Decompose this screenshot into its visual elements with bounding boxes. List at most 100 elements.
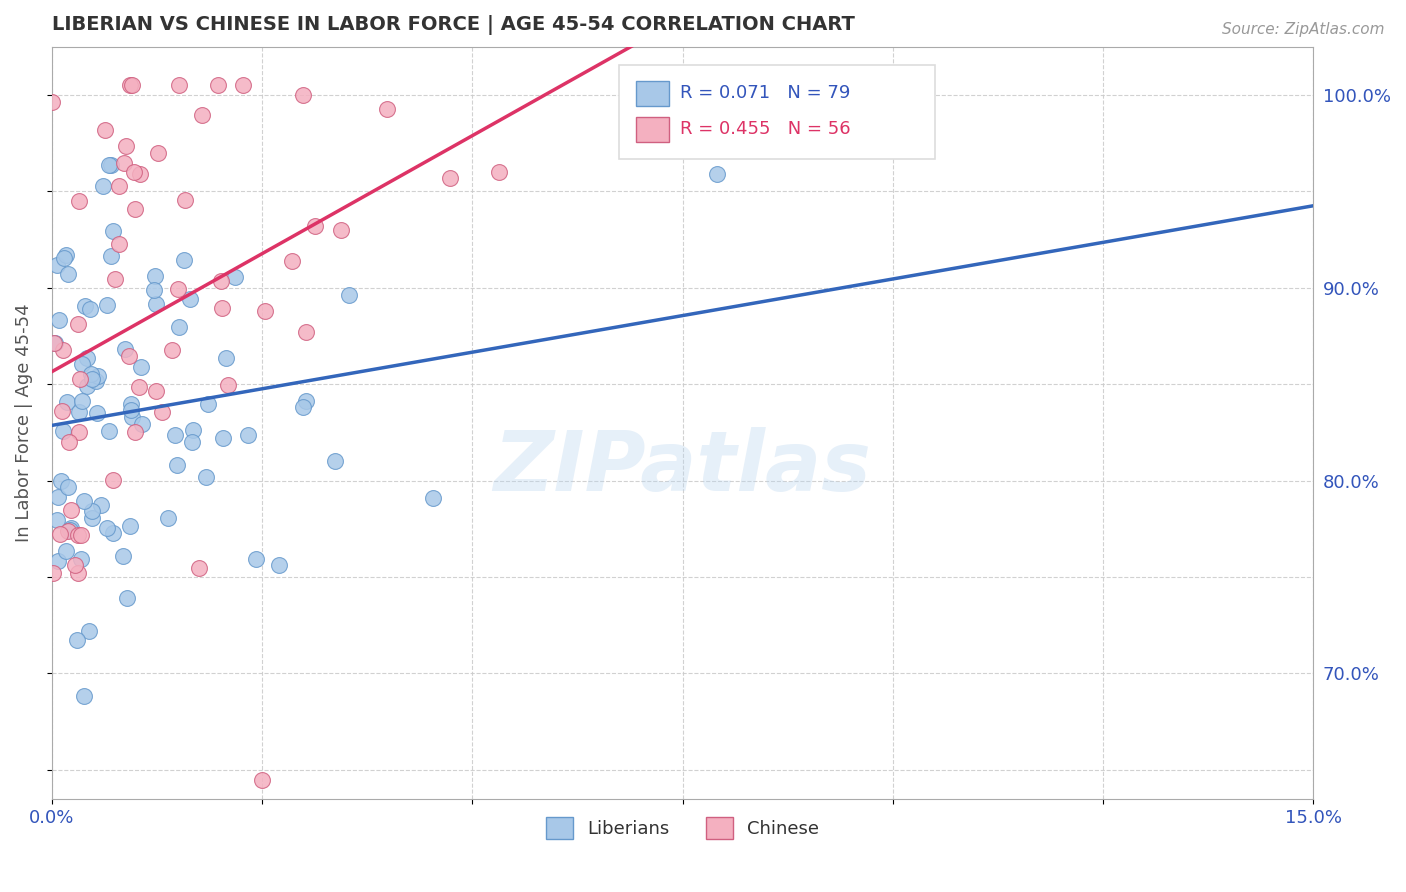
Point [76, 379, 98, 393]
Point [69, 372, 91, 386]
FancyBboxPatch shape [636, 118, 669, 142]
Point [56, 395, 79, 409]
Point [69, 405, 91, 419]
Point [82, 372, 104, 386]
Point [232, 78, 254, 93]
Point [122, 165, 145, 179]
Point [165, 427, 187, 442]
FancyBboxPatch shape [620, 65, 935, 160]
Point [63, 558, 86, 573]
Point [49, 474, 72, 488]
Text: R = 0.071   N = 79: R = 0.071 N = 79 [681, 85, 851, 103]
Point [87, 369, 110, 384]
Point [195, 469, 218, 483]
Point [48, 553, 70, 567]
Point [294, 394, 316, 409]
Point [55, 544, 77, 558]
Point [58, 435, 80, 450]
Point [224, 269, 246, 284]
Point [120, 518, 142, 533]
Point [84, 375, 107, 389]
Point [187, 561, 209, 575]
Point [112, 549, 135, 564]
Point [120, 402, 142, 417]
Point [66, 528, 89, 542]
Point [706, 168, 728, 182]
Point [118, 78, 141, 93]
Point [181, 435, 204, 450]
Point [45, 513, 67, 527]
Point [42, 335, 65, 350]
Point [96, 298, 118, 312]
Point [167, 282, 190, 296]
Point [97, 425, 120, 439]
Point [90, 498, 112, 512]
Point [49, 527, 72, 541]
Point [73, 689, 96, 703]
Point [250, 772, 273, 787]
Point [48, 313, 70, 327]
Point [330, 223, 353, 237]
Point [217, 378, 239, 392]
Point [100, 249, 122, 263]
Point [156, 511, 179, 525]
Point [294, 326, 316, 340]
Point [120, 397, 142, 411]
Point [100, 158, 122, 172]
Point [41, 566, 63, 581]
Point [79, 301, 101, 316]
Point [115, 139, 138, 153]
Point [160, 343, 183, 358]
Point [143, 284, 166, 298]
Point [79, 368, 101, 382]
Point [323, 454, 346, 468]
Point [56, 267, 79, 281]
Point [439, 171, 461, 186]
Point [167, 78, 190, 93]
Point [131, 417, 153, 432]
Point [77, 624, 100, 639]
Point [173, 252, 195, 267]
Point [422, 491, 444, 505]
Point [59, 503, 82, 517]
Point [337, 288, 360, 302]
Point [66, 566, 89, 581]
Point [292, 88, 315, 103]
Point [73, 493, 96, 508]
Point [304, 219, 326, 234]
Point [93, 179, 115, 194]
Point [58, 524, 80, 538]
Point [238, 428, 260, 442]
Point [101, 473, 124, 487]
Point [191, 108, 214, 122]
Point [167, 320, 190, 334]
Point [45, 259, 67, 273]
Point [124, 425, 146, 439]
Point [197, 397, 219, 411]
Point [145, 297, 167, 311]
Point [207, 78, 229, 93]
Point [41, 95, 63, 109]
Point [93, 123, 115, 137]
Point [101, 224, 124, 238]
Point [211, 301, 233, 315]
Point [253, 303, 276, 318]
Point [66, 317, 89, 331]
Point [69, 527, 91, 541]
Point [52, 343, 75, 358]
Point [73, 299, 96, 313]
Text: LIBERIAN VS CHINESE IN LABOR FORCE | AGE 45-54 CORRELATION CHART: LIBERIAN VS CHINESE IN LABOR FORCE | AGE… [52, 15, 855, 35]
Text: ZIPatlas: ZIPatlas [494, 427, 872, 508]
Point [145, 384, 167, 398]
Point [104, 272, 127, 286]
Point [60, 520, 83, 534]
Point [152, 405, 174, 419]
Point [121, 78, 143, 93]
Point [129, 168, 152, 182]
Point [124, 202, 146, 216]
Point [108, 179, 131, 194]
Point [80, 504, 103, 518]
Text: Source: ZipAtlas.com: Source: ZipAtlas.com [1222, 22, 1385, 37]
Point [179, 292, 201, 306]
Point [44, 335, 66, 350]
